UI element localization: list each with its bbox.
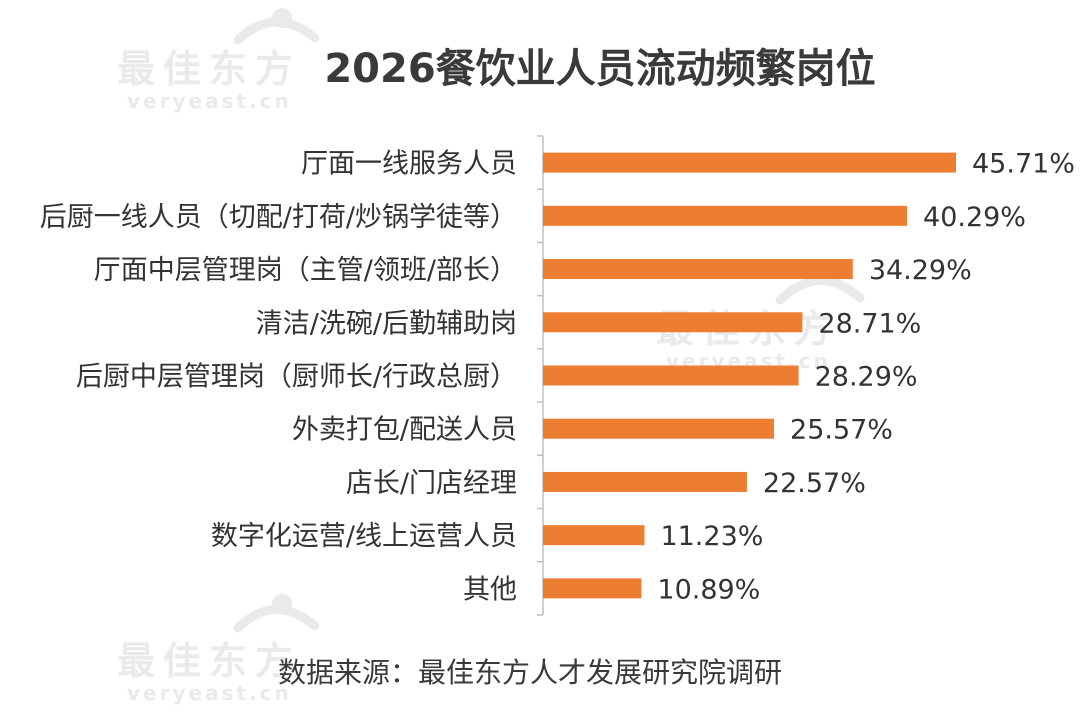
bar — [543, 312, 803, 333]
category-label: 店长/门店经理 — [346, 468, 517, 499]
value-label: 34.29% — [869, 255, 972, 286]
watermark-dot — [272, 8, 292, 28]
value-label: 11.23% — [660, 521, 763, 552]
value-label: 28.71% — [818, 308, 921, 339]
watermark-site: veryeast.cn — [127, 89, 292, 113]
value-label: 22.57% — [763, 468, 866, 499]
value-label: 10.89% — [657, 574, 760, 605]
bar — [543, 471, 747, 492]
value-label: 28.29% — [815, 362, 918, 393]
category-label: 数字化运营/线上运营人员 — [211, 521, 517, 552]
bar — [543, 525, 645, 546]
bar-series — [543, 152, 956, 599]
bar — [543, 259, 853, 280]
bar — [543, 578, 642, 599]
bar — [543, 205, 908, 226]
category-label: 厅面一线服务人员 — [301, 149, 517, 180]
y-axis-ticks — [537, 135, 543, 616]
category-label: 其他 — [463, 574, 517, 605]
watermark-brand: 最佳东方 — [117, 47, 301, 91]
chart-title: 2026餐饮业人员流动频繁岗位 — [324, 46, 875, 92]
watermark-dot — [272, 594, 292, 614]
bar — [543, 152, 956, 173]
category-label: 后厨一线人员（切配/打荷/炒锅学徒等） — [40, 202, 517, 233]
bar — [543, 418, 775, 439]
watermark-top-left: 最佳东方 veryeast.cn — [117, 8, 320, 113]
value-label: 25.57% — [790, 415, 893, 446]
category-label: 清洁/洗碗/后勤辅助岗 — [256, 308, 517, 339]
watermark-site: veryeast.cn — [127, 681, 292, 705]
value-label: 45.71% — [972, 149, 1075, 180]
value-labels: 45.71% 40.29% 34.29% 28.71% 28.29% 25.57% 22.5… — [657, 149, 1075, 606]
category-label: 外卖打包/配送人员 — [292, 415, 517, 446]
watermark-brand: 最佳东方 — [117, 639, 301, 683]
source-note: 数据来源：最佳东方人才发展研究院调研 — [278, 656, 782, 689]
value-label: 40.29% — [923, 202, 1026, 233]
watermark-bottom-left: 最佳东方 veryeast.cn — [117, 594, 320, 705]
bar — [543, 365, 799, 386]
category-label: 后厨中层管理岗（厨师长/行政总厨） — [76, 362, 517, 393]
category-label: 厅面中层管理岗（主管/领班/部长） — [94, 255, 517, 286]
